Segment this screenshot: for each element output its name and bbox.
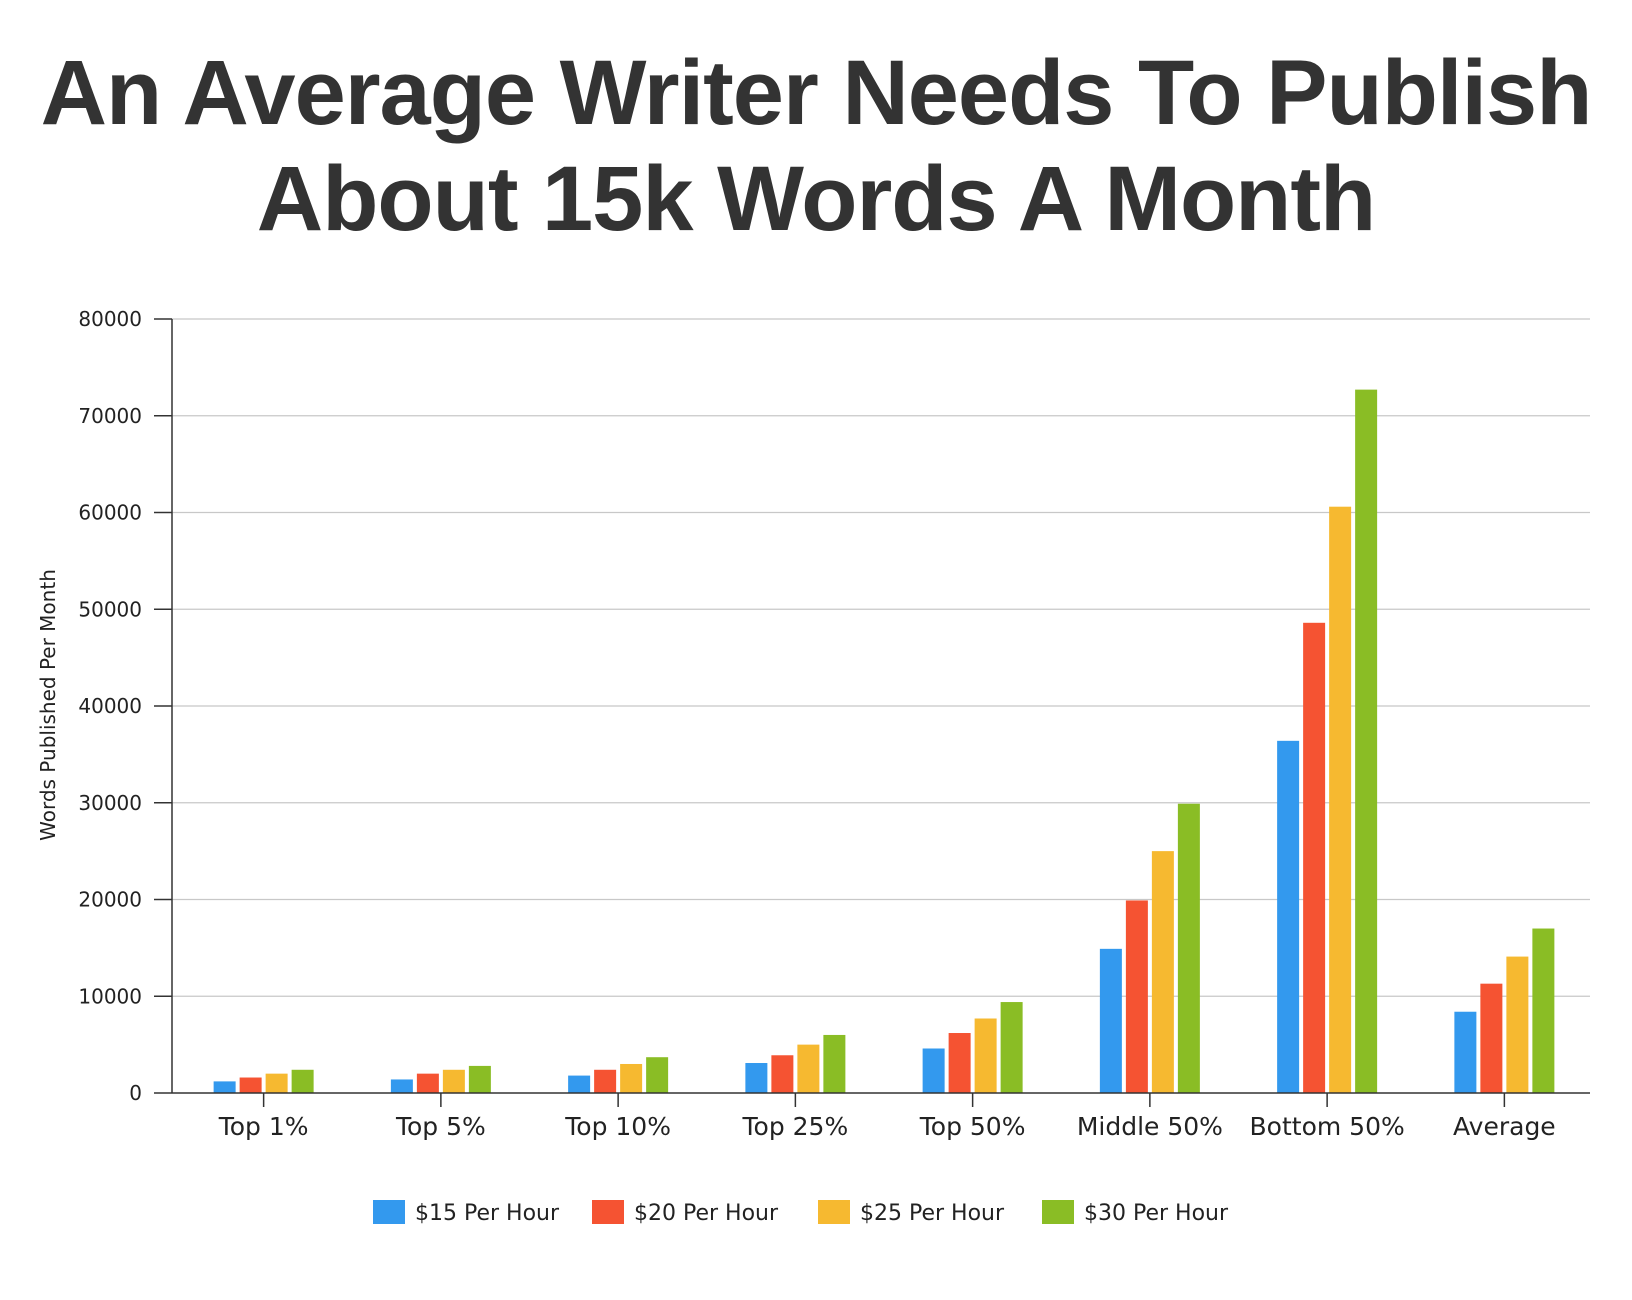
bar xyxy=(823,1034,846,1093)
x-tick-label: Average xyxy=(1453,1112,1556,1141)
gridlines xyxy=(172,318,1590,997)
bar xyxy=(745,1063,768,1093)
bar xyxy=(1506,956,1529,1093)
bar xyxy=(797,1044,820,1093)
bar xyxy=(265,1073,288,1093)
bar xyxy=(620,1063,643,1093)
x-tick-label: Top 50% xyxy=(919,1112,1026,1141)
legend-label: $30 Per Hour xyxy=(1084,1201,1229,1226)
x-tick-label: Top 5% xyxy=(395,1112,486,1141)
y-tick-label: 40000 xyxy=(78,694,142,718)
bar xyxy=(974,1018,997,1093)
bar xyxy=(568,1075,591,1093)
bar xyxy=(1355,389,1378,1093)
legend-label: $20 Per Hour xyxy=(634,1201,779,1226)
x-tick-labels: Top 1% Top 5% Top 10% Top 25% Top 50% Middle … xyxy=(218,1093,1556,1141)
bar xyxy=(1000,1002,1023,1093)
bar xyxy=(1329,506,1352,1093)
y-axis-title: Words Published Per Month xyxy=(36,569,60,841)
y-tick-label: 60000 xyxy=(78,501,142,525)
bar xyxy=(213,1081,236,1093)
y-tick-label: 0 xyxy=(129,1081,142,1105)
bar xyxy=(416,1073,439,1093)
x-tick-label: Bottom 50% xyxy=(1250,1112,1405,1141)
x-tick-label: Top 1% xyxy=(218,1112,309,1141)
bar xyxy=(922,1048,945,1093)
bar xyxy=(1480,983,1503,1093)
bar xyxy=(1532,928,1555,1093)
y-tick-label: 10000 xyxy=(78,984,142,1008)
bar xyxy=(1277,740,1300,1093)
chart-title-line-2: About 15k Words A Month xyxy=(256,148,1376,250)
y-tick-labels: 0 10000 20000 30000 40000 50000 60000 70000 8000… xyxy=(78,307,172,1105)
bar xyxy=(646,1057,669,1093)
bars xyxy=(213,389,1555,1093)
legend-label: $25 Per Hour xyxy=(860,1201,1005,1226)
bar xyxy=(239,1077,262,1093)
bar xyxy=(771,1055,794,1093)
legend-swatch xyxy=(373,1200,405,1224)
legend: $15 Per Hour $20 Per Hour $25 Per Hour $30 … xyxy=(373,1200,1229,1226)
y-tick-label: 20000 xyxy=(78,888,142,912)
chart-title: An Average Writer Needs To Publish About… xyxy=(0,40,1632,252)
x-tick-label: Top 10% xyxy=(564,1112,671,1141)
bar xyxy=(1454,1011,1477,1093)
y-tick-label: 30000 xyxy=(78,791,142,815)
y-tick-label: 50000 xyxy=(78,597,142,621)
bar xyxy=(1303,622,1326,1093)
bar xyxy=(1151,851,1174,1093)
bar xyxy=(442,1069,465,1093)
bar xyxy=(468,1065,491,1093)
chart-title-line-1: An Average Writer Needs To Publish xyxy=(40,42,1593,144)
legend-swatch xyxy=(818,1200,850,1224)
y-tick-label: 70000 xyxy=(78,404,142,428)
bar xyxy=(948,1033,971,1093)
x-tick-label: Top 25% xyxy=(742,1112,849,1141)
legend-swatch xyxy=(1042,1200,1074,1224)
bar xyxy=(1125,900,1148,1093)
legend-swatch xyxy=(592,1200,624,1224)
legend-label: $15 Per Hour xyxy=(415,1201,560,1226)
y-tick-label: 80000 xyxy=(78,307,142,331)
bar xyxy=(1177,803,1200,1093)
bar xyxy=(390,1079,413,1093)
x-tick-label: Middle 50% xyxy=(1077,1112,1223,1141)
bar xyxy=(594,1069,617,1093)
bar xyxy=(1099,948,1122,1093)
bar xyxy=(291,1069,314,1093)
